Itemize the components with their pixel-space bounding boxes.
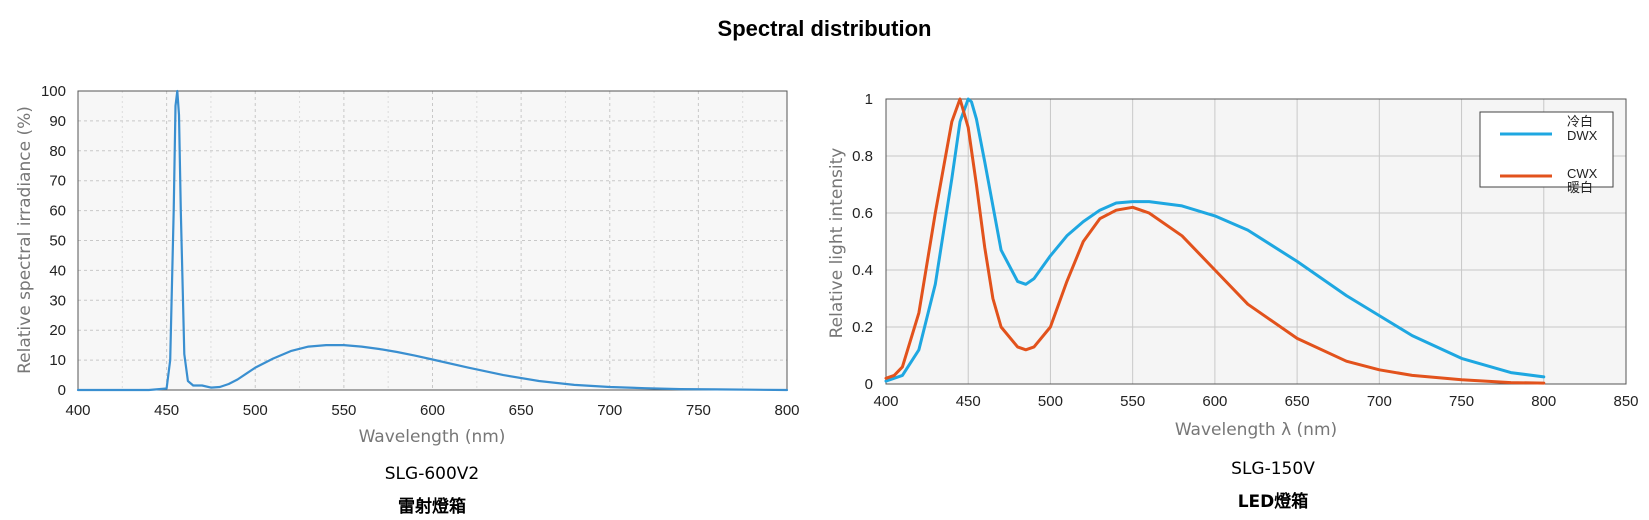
chart1-ytick-label: 80 bbox=[49, 143, 66, 160]
chart1-xtick-label: 800 bbox=[774, 402, 799, 419]
chart1-ytick-label: 50 bbox=[49, 233, 66, 250]
chart2-series-dwx bbox=[884, 97, 1546, 383]
chart1-xtick-label: 550 bbox=[331, 402, 356, 419]
chart1-caption-model: SLG-600V2 bbox=[384, 464, 480, 484]
chart1-xtick-label: 450 bbox=[154, 402, 179, 419]
chart1-ytick-label: 70 bbox=[49, 173, 66, 190]
chart1-ytick-label: 100 bbox=[41, 83, 66, 100]
chart1-ylabel: Relative spectral irradiance (%) bbox=[15, 106, 35, 374]
chart2-xtick-label: 750 bbox=[1449, 393, 1474, 410]
chart2-xtick-label: 450 bbox=[956, 393, 981, 410]
chart2-ytick-label: 0 bbox=[865, 376, 873, 393]
chart2-ytick-label: 0.2 bbox=[852, 319, 873, 336]
chart1-xtick-label: 750 bbox=[686, 402, 711, 419]
chart1-xtick-label: 400 bbox=[65, 402, 90, 419]
chart2-caption-desc: LED燈箱 bbox=[1237, 492, 1309, 512]
chart2-legend-label-zh-dwx: 冷白 bbox=[1567, 114, 1593, 130]
chart2-series-cwx bbox=[884, 97, 1546, 385]
chart2-ytick-label: 0.8 bbox=[852, 148, 873, 165]
chart2-ylabel: Relative light intensity bbox=[827, 148, 847, 339]
chart1-plot-border bbox=[77, 90, 788, 391]
chart1-ytick-label: 40 bbox=[49, 262, 66, 279]
chart2-xtick-label: 800 bbox=[1531, 393, 1556, 410]
chart2-xtick-label: 550 bbox=[1120, 393, 1145, 410]
chart1-caption-desc: 雷射燈箱 bbox=[398, 497, 466, 517]
chart1-xtick-label: 650 bbox=[509, 402, 534, 419]
chart1-xlabel: Wavelength (nm) bbox=[359, 427, 506, 447]
chart1-xtick-label: 600 bbox=[420, 402, 445, 419]
chart2-legend-label-cwx: CWX bbox=[1567, 166, 1598, 181]
chart1-ytick-label: 60 bbox=[49, 203, 66, 220]
chart2-xtick-label: 650 bbox=[1285, 393, 1310, 410]
chart2-xtick-label: 500 bbox=[1038, 393, 1063, 410]
chart2-plot-border bbox=[885, 98, 1627, 385]
chart1-ytick-label: 20 bbox=[49, 322, 66, 339]
chart2-xtick-label: 850 bbox=[1613, 393, 1638, 410]
page-title: Spectral distribution bbox=[717, 16, 932, 41]
chart1-ytick-label: 10 bbox=[49, 352, 66, 369]
chart2-legend-label-dwx: DWX bbox=[1567, 128, 1598, 143]
chart2-caption-model: SLG-150V bbox=[1231, 459, 1315, 479]
chart1-xtick-label: 500 bbox=[243, 402, 268, 419]
chart2-ytick-label: 1 bbox=[865, 91, 873, 108]
chart1-ytick-label: 90 bbox=[49, 113, 66, 130]
chart2-legend-label-zh-cwx: 暖白 bbox=[1567, 180, 1593, 196]
chart2-ytick-label: 0.6 bbox=[852, 205, 873, 222]
chart2-xtick-label: 600 bbox=[1202, 393, 1227, 410]
chart2-xtick-label: 700 bbox=[1367, 393, 1392, 410]
chart2-xlabel: Wavelength λ (nm) bbox=[1175, 420, 1337, 440]
chart2 bbox=[884, 97, 1627, 385]
chart1 bbox=[76, 89, 789, 392]
chart1-ytick-label: 30 bbox=[49, 292, 66, 309]
chart2-ytick-label: 0.4 bbox=[852, 262, 873, 279]
chart1-series-line bbox=[76, 89, 789, 392]
chart1-xtick-label: 700 bbox=[597, 402, 622, 419]
chart2-xtick-label: 400 bbox=[873, 393, 898, 410]
chart1-ytick-label: 0 bbox=[58, 382, 66, 399]
